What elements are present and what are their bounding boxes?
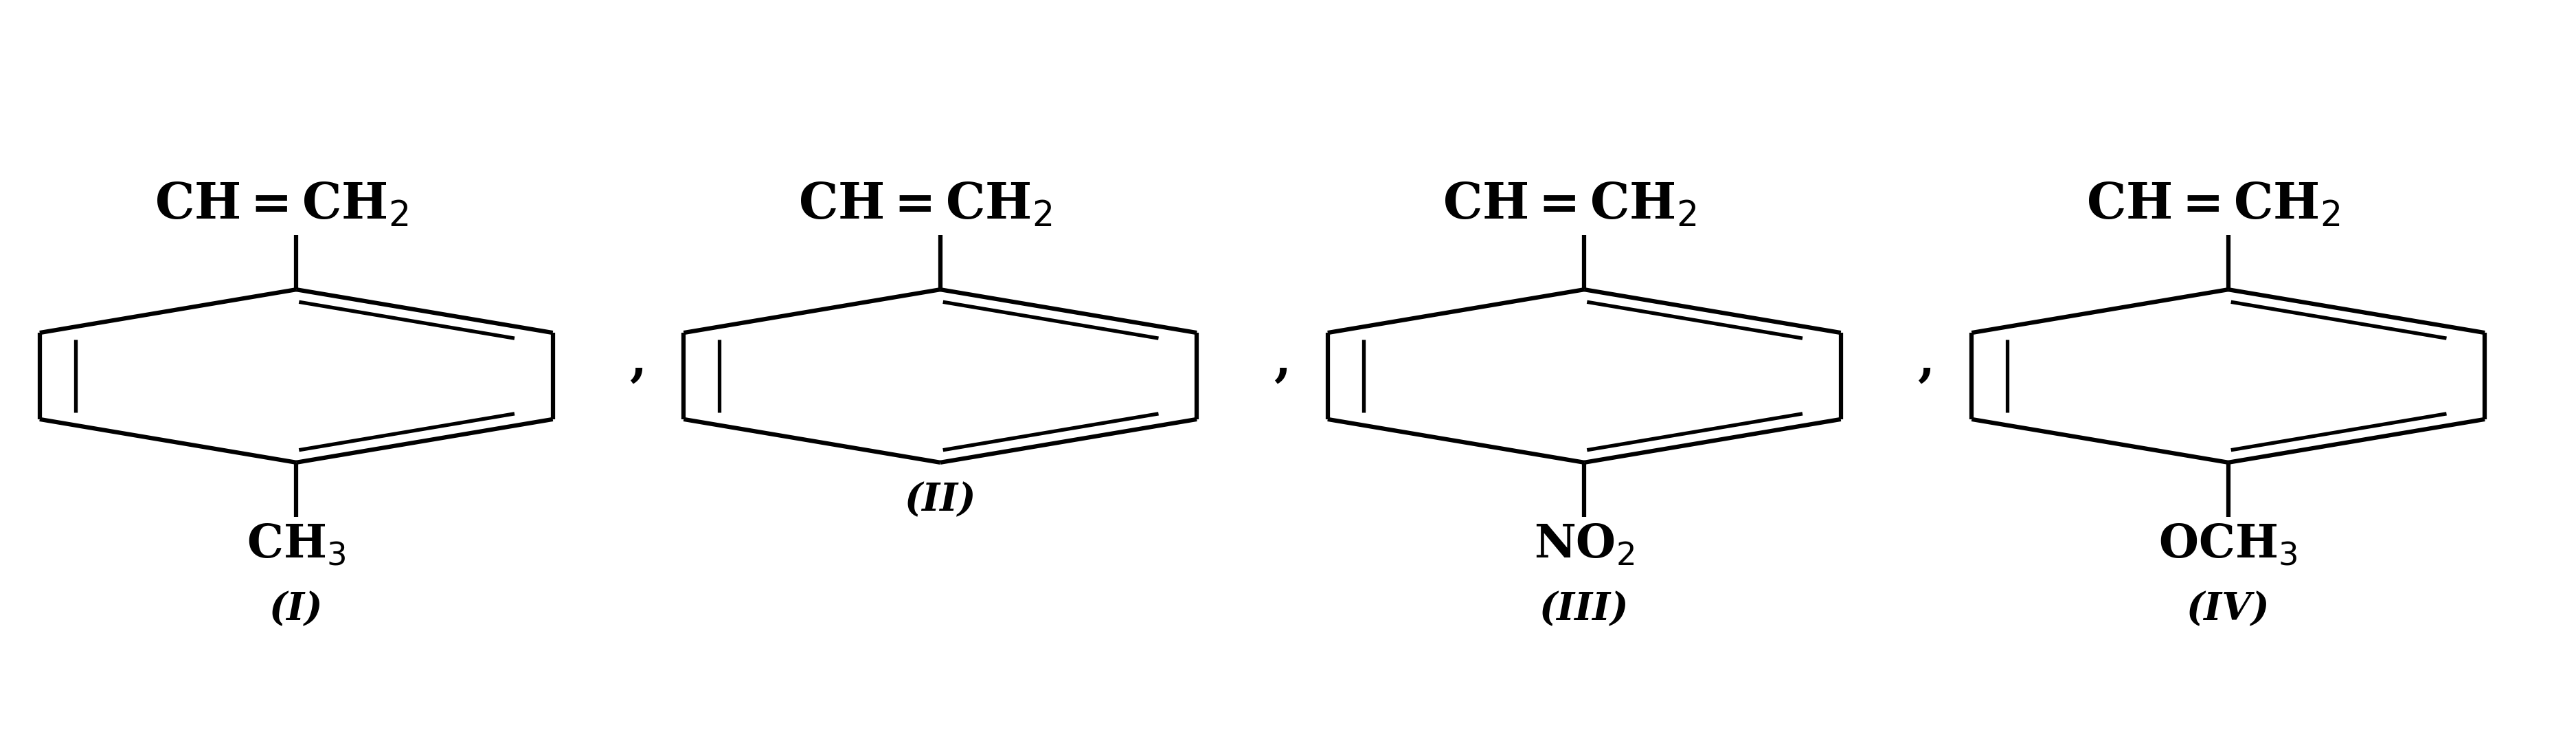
Text: CH$\mathbf{=}$CH$_2$: CH$\mathbf{=}$CH$_2$ (155, 180, 410, 229)
Text: CH$\mathbf{=}$CH$_2$: CH$\mathbf{=}$CH$_2$ (799, 180, 1054, 229)
Text: ,: , (1275, 337, 1291, 385)
Text: ,: , (1919, 337, 1935, 385)
Text: (II): (II) (904, 481, 976, 519)
Text: CH$\mathbf{=}$CH$_2$: CH$\mathbf{=}$CH$_2$ (2087, 180, 2342, 229)
Text: NO$_2$: NO$_2$ (1533, 523, 1636, 568)
Text: ,: , (631, 337, 647, 385)
Text: (I): (I) (270, 590, 322, 628)
Text: CH$\mathbf{=}$CH$_2$: CH$\mathbf{=}$CH$_2$ (1443, 180, 1698, 229)
Text: CH$_3$: CH$_3$ (247, 523, 345, 568)
Text: OCH$_3$: OCH$_3$ (2159, 523, 2298, 568)
Text: (III): (III) (1540, 590, 1628, 628)
Text: (IV): (IV) (2187, 590, 2269, 628)
